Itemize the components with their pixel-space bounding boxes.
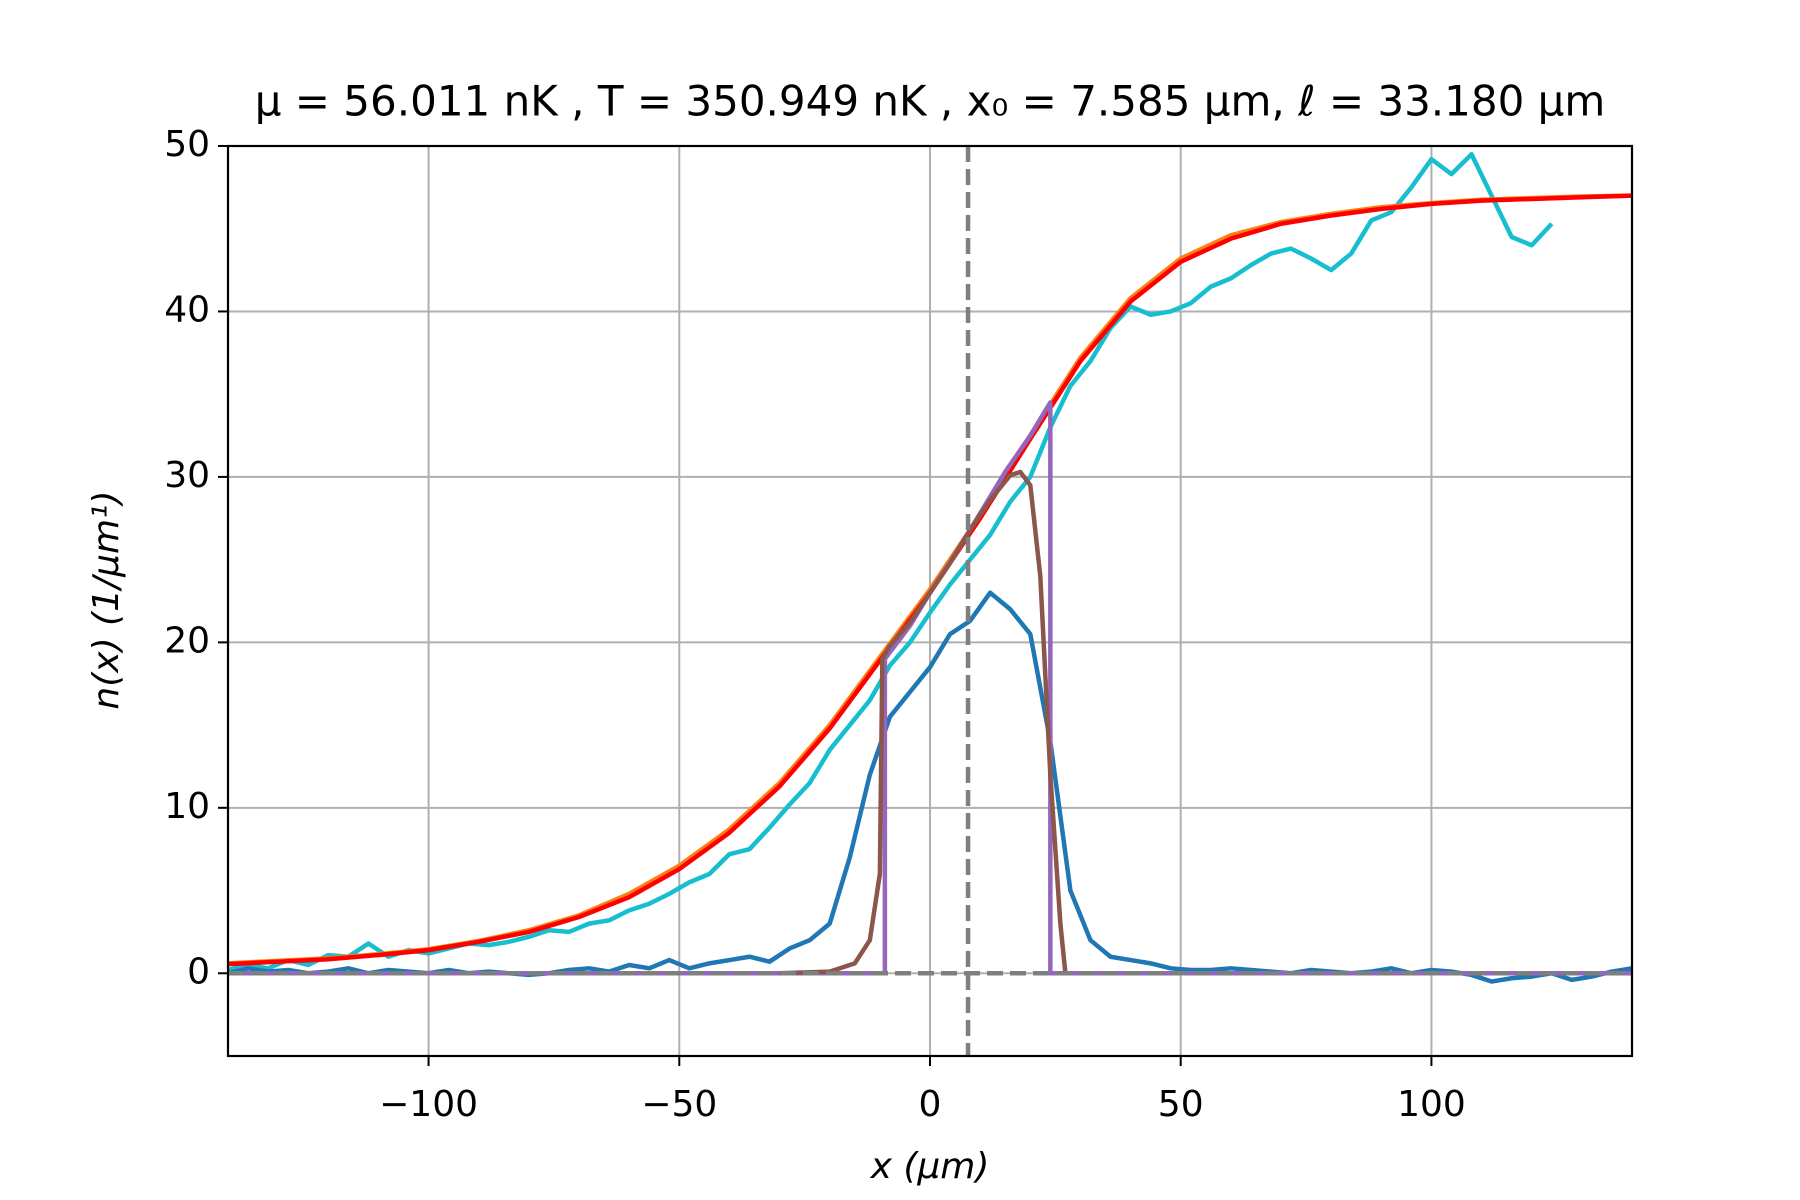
chart-title: μ = 56.011 nK , T = 350.949 nK , x₀ = 7.… bbox=[255, 77, 1606, 126]
plot-frame bbox=[226, 144, 1634, 1058]
y-axis-label: n(x) (1/μm¹) bbox=[86, 490, 127, 709]
x-axis-label: x (μm) bbox=[870, 1146, 990, 1187]
x-tick-label: 100 bbox=[1397, 1084, 1466, 1125]
y-tick-label: 50 bbox=[164, 124, 210, 165]
y-tick-label: 0 bbox=[187, 951, 210, 992]
x-tick-label: −100 bbox=[379, 1084, 478, 1125]
plot-area bbox=[228, 146, 1632, 1056]
x-tick-label: 0 bbox=[919, 1084, 942, 1125]
y-tick-label: 40 bbox=[164, 289, 210, 330]
data-line bbox=[228, 152, 1554, 973]
y-tick-label: 30 bbox=[164, 455, 210, 496]
data-line bbox=[779, 469, 1068, 976]
y-tick-label: 10 bbox=[164, 786, 210, 827]
x-tick-label: −50 bbox=[641, 1084, 717, 1125]
y-tick-label: 20 bbox=[164, 620, 210, 661]
x-tick-label: 50 bbox=[1158, 1084, 1204, 1125]
